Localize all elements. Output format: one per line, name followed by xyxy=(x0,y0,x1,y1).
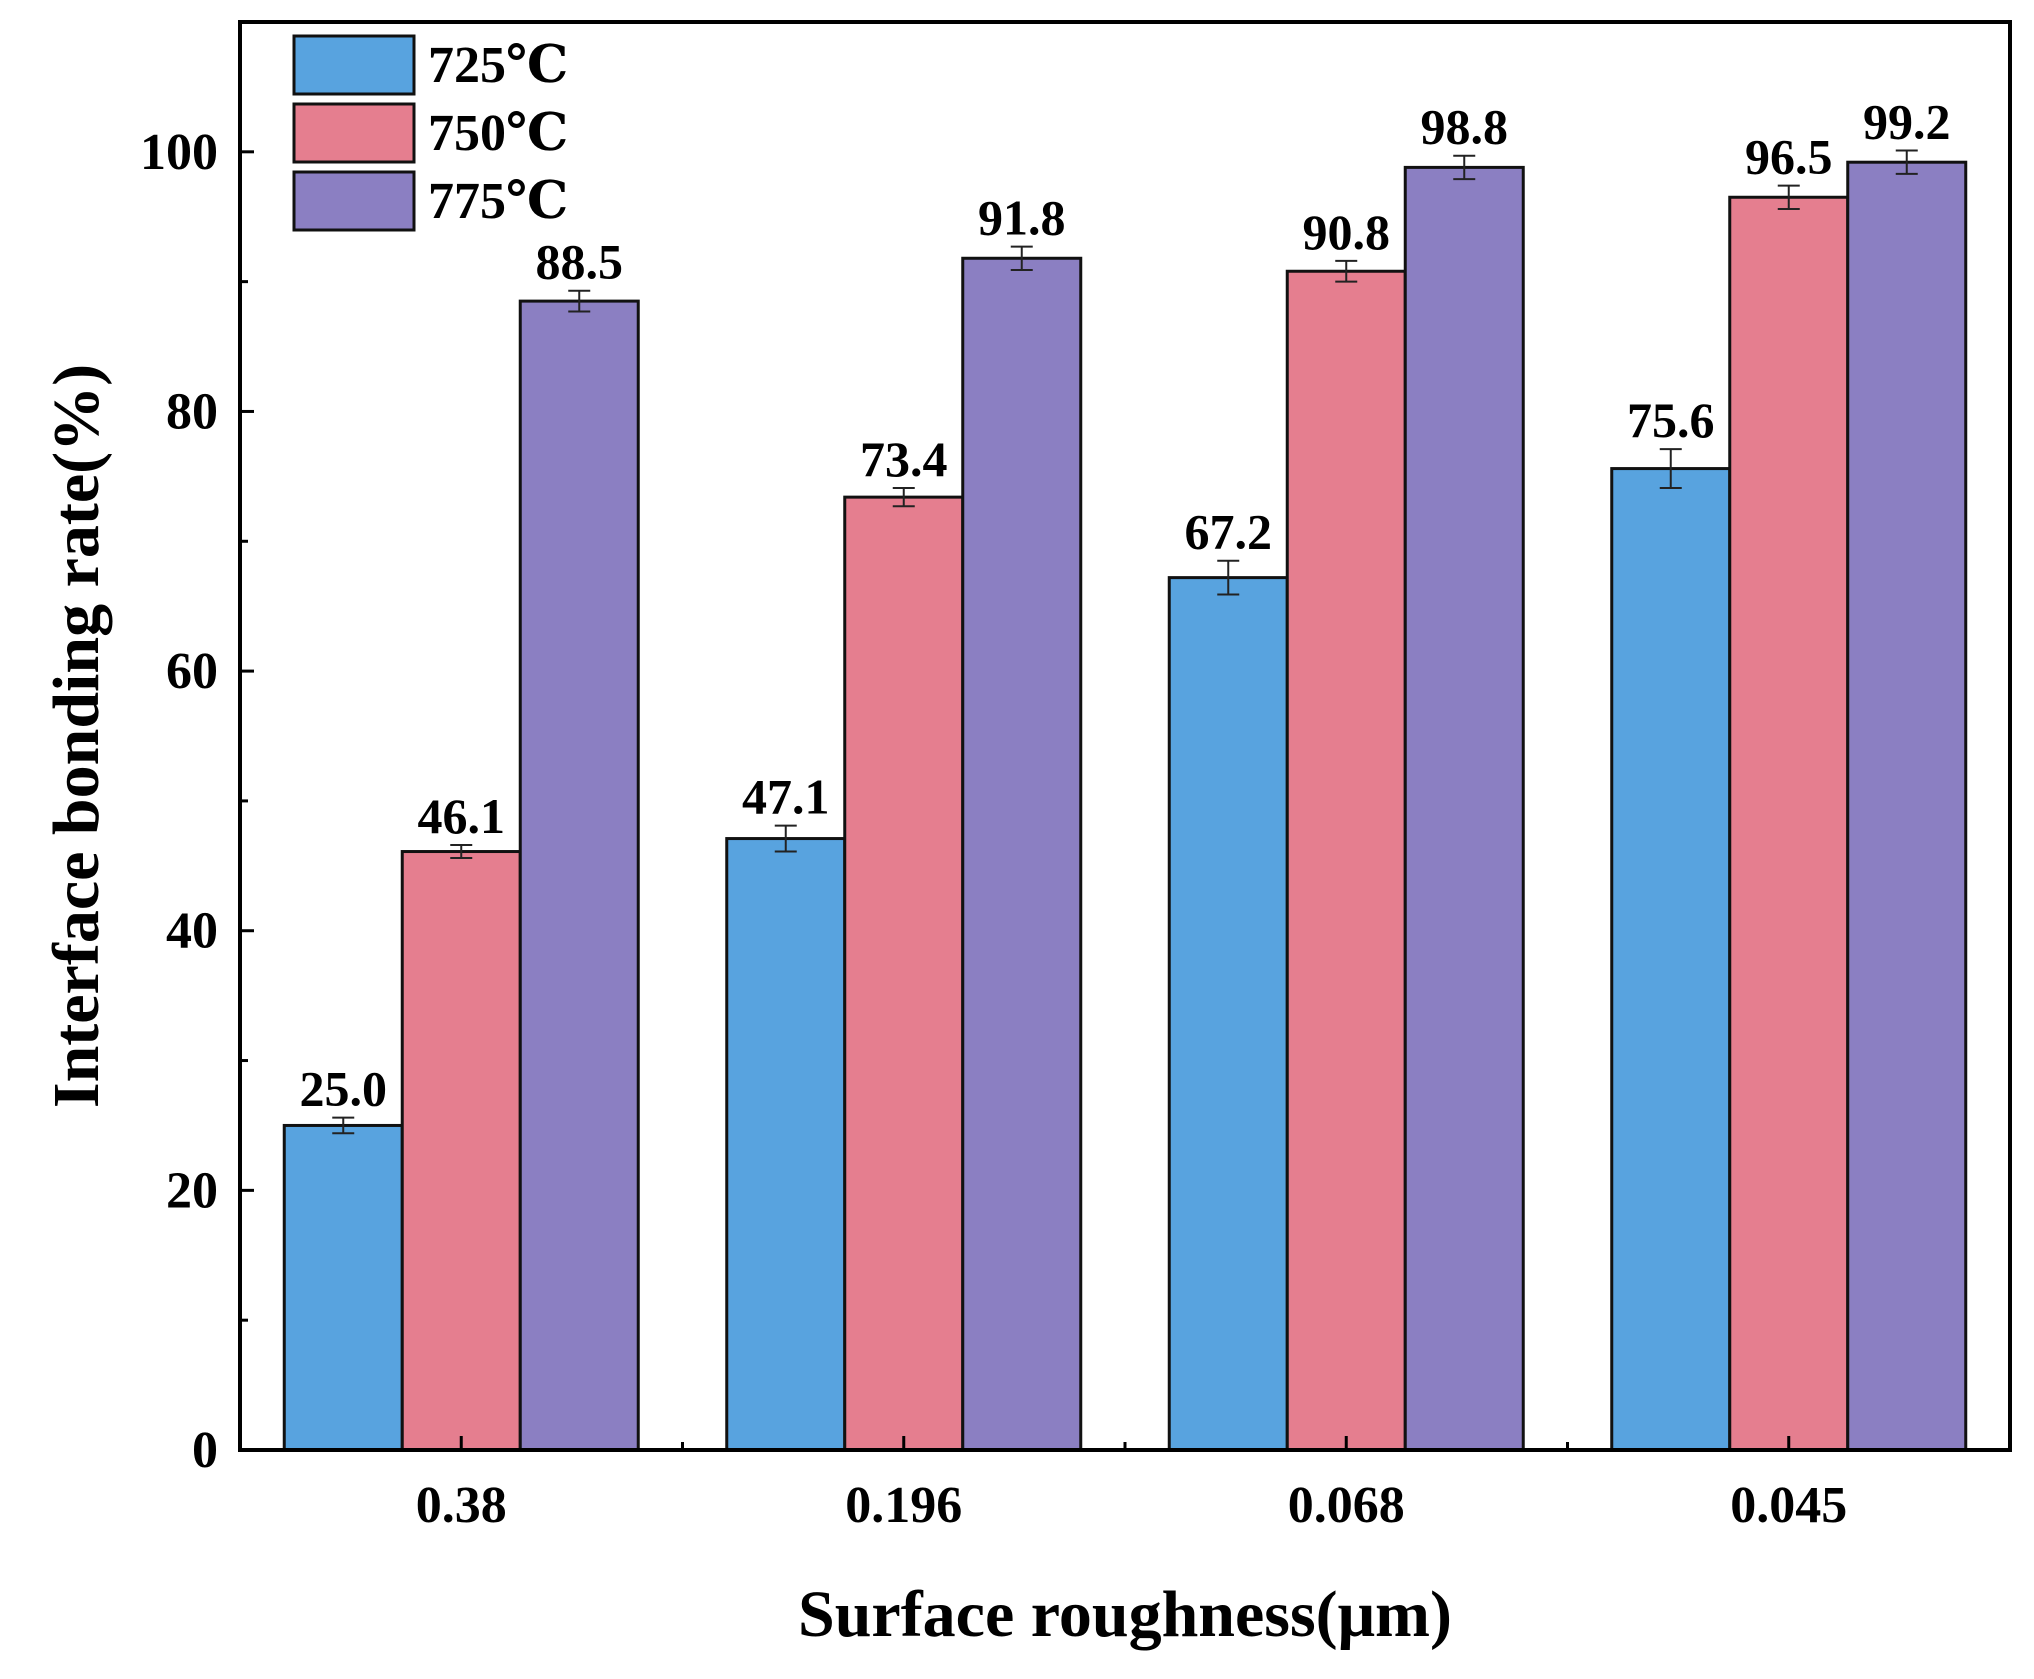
data-label: 99.2 xyxy=(1863,94,1951,150)
x-tick-label: 0.196 xyxy=(845,1477,962,1534)
y-tick-label: 0 xyxy=(192,1422,218,1479)
data-label: 47.1 xyxy=(742,769,830,825)
data-label: 67.2 xyxy=(1185,504,1273,560)
bar-725℃-0.38 xyxy=(282,1123,404,1452)
error-bar xyxy=(1659,448,1682,490)
bar-775℃-0.196 xyxy=(961,256,1083,1452)
data-label: 46.1 xyxy=(418,788,506,844)
bar-775℃-0.068 xyxy=(1403,165,1525,1452)
error-bar xyxy=(1217,559,1240,596)
legend-item: 725℃ xyxy=(292,34,568,96)
data-label: 90.8 xyxy=(1303,204,1391,260)
bar-750℃-0.068 xyxy=(1285,269,1407,1452)
error-bar xyxy=(1335,259,1358,283)
x-axis-title: Surface roughness(μm) xyxy=(798,1578,1452,1651)
y-tick-label: 20 xyxy=(166,1162,218,1219)
x-tick-label: 0.38 xyxy=(416,1477,507,1534)
bar-725℃-0.068 xyxy=(1167,576,1289,1452)
y-tick-label: 60 xyxy=(166,643,218,700)
error-bar xyxy=(1453,154,1476,181)
data-label: 96.5 xyxy=(1745,129,1833,185)
bar-725℃-0.196 xyxy=(725,837,847,1452)
data-labels-layer: 25.0 46.1 88.5 47.1 73.4 91.8 67.2 90.8 98.8 75.6… xyxy=(300,94,1951,1117)
error-bar xyxy=(1777,184,1800,210)
legend-item: 775℃ xyxy=(292,170,568,232)
error-bars-layer xyxy=(332,149,1918,1135)
data-label: 25.0 xyxy=(300,1061,388,1117)
bar-750℃-0.045 xyxy=(1728,195,1850,1452)
data-label: 73.4 xyxy=(860,431,948,487)
error-bar xyxy=(568,289,591,313)
data-label: 75.6 xyxy=(1627,392,1715,448)
data-label: 91.8 xyxy=(978,190,1066,246)
error-bar xyxy=(332,1116,355,1135)
legend: 725℃ 750℃ 775℃ xyxy=(292,34,568,232)
axes-layer: 0 20 40 60 80 100 0.38 0.196 0.068 0.045 xyxy=(140,20,2012,1534)
error-bar xyxy=(774,824,797,853)
bar-775℃-0.045 xyxy=(1846,160,1968,1452)
x-tick-label: 0.045 xyxy=(1730,1477,1847,1534)
y-axis-title: Interface bonding rate(%) xyxy=(40,364,113,1108)
error-bar xyxy=(1895,149,1918,175)
bar-750℃-0.38 xyxy=(400,850,522,1452)
y-tick-label: 80 xyxy=(166,383,218,440)
data-label: 88.5 xyxy=(536,234,624,290)
y-tick-label: 40 xyxy=(166,903,218,960)
legend-swatch xyxy=(292,170,416,232)
data-label: 98.8 xyxy=(1421,99,1509,155)
legend-swatch xyxy=(292,34,416,96)
legend-label: 775℃ xyxy=(428,173,568,230)
legend-swatch xyxy=(292,102,416,164)
error-bar xyxy=(1010,245,1033,271)
y-tick-label: 100 xyxy=(140,124,218,181)
legend-label: 725℃ xyxy=(428,37,568,94)
legend-label: 750℃ xyxy=(428,105,568,162)
bars-layer xyxy=(282,160,1968,1452)
bar-775℃-0.38 xyxy=(518,299,640,1452)
bar-750℃-0.196 xyxy=(843,495,965,1452)
x-tick-label: 0.068 xyxy=(1288,1477,1405,1534)
legend-item: 750℃ xyxy=(292,102,568,164)
error-bar xyxy=(450,844,473,860)
bar-725℃-0.045 xyxy=(1610,467,1732,1452)
error-bar xyxy=(892,487,915,508)
